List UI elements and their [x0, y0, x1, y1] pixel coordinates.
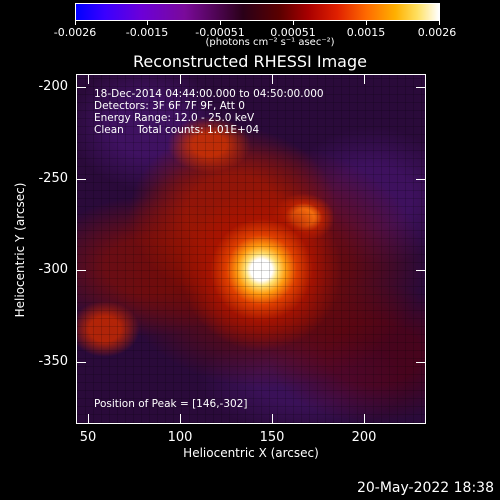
y-tick-mark-right: [416, 270, 425, 271]
rhessi-image: [76, 74, 426, 424]
y-axis-label: Heliocentric Y (arcsec): [13, 182, 27, 318]
colorbar-ticks: [75, 21, 440, 25]
info-energy-range: Energy Range: 12.0 - 25.0 keV: [94, 112, 255, 124]
x-tick-mark-top: [88, 75, 89, 84]
x-tick-mark-top: [272, 75, 273, 84]
x-tick-label: 200: [351, 430, 377, 445]
colorbar-tick-label: 0.00051: [270, 26, 316, 39]
generation-timestamp: 20-May-2022 18:38: [356, 480, 494, 496]
x-tick-label: 100: [167, 430, 193, 445]
y-tick-label: -250: [38, 171, 68, 186]
y-tick-mark-right: [416, 87, 425, 88]
x-tick-label: 150: [259, 430, 285, 445]
x-tick-mark-top: [364, 75, 365, 84]
info-time-range: 18-Dec-2014 04:44:00.000 to 04:50:00.000: [94, 88, 324, 100]
colorbar-tick-label: 0.0026: [417, 26, 457, 39]
x-tick-mark-top: [180, 75, 181, 84]
peak-position: Position of Peak = [146,-302]: [94, 398, 248, 410]
y-tick-label: -350: [38, 354, 68, 369]
colorbar-units: (photons cm⁻² s⁻¹ asec⁻²): [205, 37, 335, 48]
colorbar-tick-label: -0.0015: [125, 26, 169, 39]
info-clean-counts: Clean Total counts: 1.01E+04: [94, 124, 260, 136]
x-axis-label: Heliocentric X (arcsec): [183, 446, 319, 460]
y-tick-label: -200: [38, 79, 68, 94]
x-tick-mark: [88, 414, 89, 423]
y-tick-mark-right: [416, 362, 425, 363]
y-tick-mark: [77, 362, 86, 363]
x-tick-mark: [272, 414, 273, 423]
y-tick-label: -300: [38, 262, 68, 277]
image-title: Reconstructed RHESSI Image: [133, 52, 367, 71]
y-tick-mark-right: [416, 179, 425, 180]
y-tick-mark: [77, 179, 86, 180]
y-tick-mark: [77, 87, 86, 88]
colorbar-tick-label: 0.0015: [346, 26, 386, 39]
colorbar-tick-label: -0.0026: [53, 26, 97, 39]
y-tick-mark: [77, 270, 86, 271]
colorbar-tick-label: -0.00051: [195, 26, 245, 39]
image-pixel-grid: [77, 75, 425, 423]
x-tick-mark: [180, 414, 181, 423]
colorbar: [75, 3, 440, 21]
x-tick-mark: [364, 414, 365, 423]
info-detectors: Detectors: 3F 6F 7F 9F, Att 0: [94, 100, 245, 112]
x-tick-label: 50: [79, 430, 97, 445]
